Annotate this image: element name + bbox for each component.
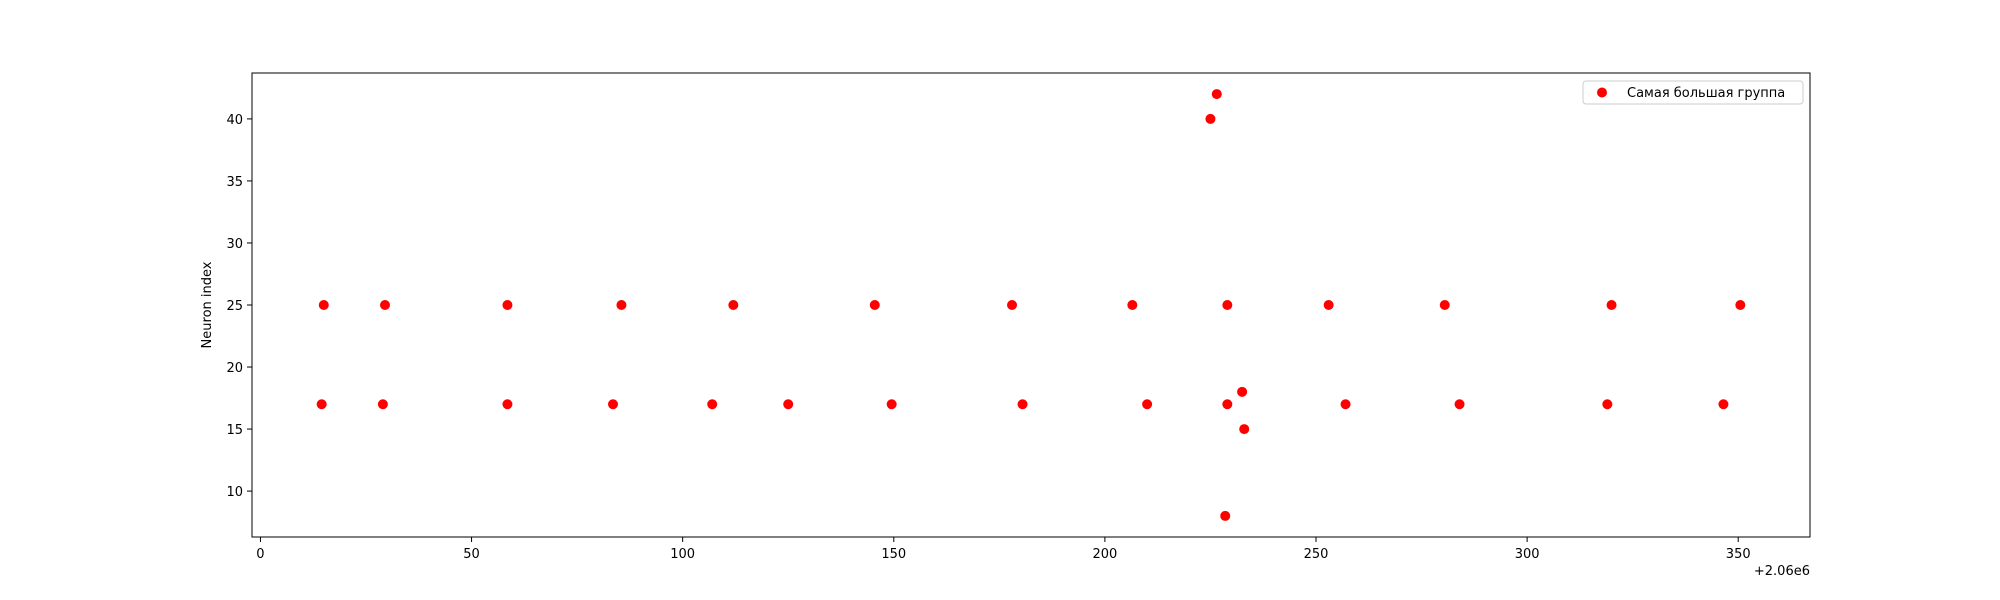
data-point	[608, 399, 618, 410]
data-point	[316, 399, 327, 410]
data-point	[1735, 300, 1746, 310]
y-tick-label: 15	[226, 423, 243, 438]
data-point	[1127, 300, 1138, 310]
data-point	[869, 300, 880, 310]
plot-area-frame	[251, 72, 1811, 538]
data-point	[380, 300, 390, 310]
x-axis-offset-label: +2.06e6	[1754, 564, 1810, 579]
y-tick-label: 35	[226, 175, 243, 190]
data-point	[502, 399, 513, 410]
data-point	[1205, 113, 1216, 124]
data-point	[1222, 399, 1233, 410]
data-point	[1237, 386, 1248, 397]
data-point	[1602, 399, 1613, 410]
data-point	[377, 399, 388, 410]
x-tick-label: 100	[670, 547, 695, 562]
data-point	[1239, 424, 1250, 435]
x-tick-label: 0	[256, 547, 264, 562]
data-point	[783, 399, 794, 410]
y-axis: 10 15 20 25 30 35 40	[226, 113, 252, 500]
x-axis: 0 50 100 150 200 250 300 350	[256, 537, 1751, 562]
data-point	[1439, 300, 1450, 310]
x-tick-label: 300	[1515, 547, 1540, 562]
data-point	[1007, 300, 1017, 310]
data-point	[1142, 399, 1153, 410]
x-tick-label: 250	[1304, 547, 1329, 562]
data-point	[728, 300, 739, 310]
legend-label: Самая большая группа	[1627, 86, 1785, 101]
y-tick-label: 10	[226, 485, 243, 500]
x-tick-label: 350	[1726, 547, 1751, 562]
data-point	[707, 399, 718, 410]
x-tick-label: 50	[463, 547, 480, 562]
data-point	[1718, 399, 1729, 410]
data-point	[1017, 399, 1028, 410]
y-tick-label: 20	[226, 361, 243, 376]
legend: Самая большая группа	[1582, 80, 1804, 105]
x-tick-label: 150	[881, 547, 906, 562]
legend-marker	[1597, 87, 1607, 98]
data-point	[502, 300, 513, 310]
data-point	[1323, 300, 1334, 310]
y-tick-label: 30	[226, 237, 243, 252]
data-point	[1606, 300, 1617, 310]
y-axis-label: Neuron index	[200, 261, 215, 348]
data-point	[1340, 399, 1351, 410]
data-point	[1220, 510, 1231, 521]
legend-box	[1582, 80, 1804, 105]
y-tick-label: 25	[226, 299, 243, 314]
data-point	[1211, 89, 1222, 100]
data-point	[616, 300, 627, 310]
data-point	[1222, 300, 1233, 310]
data-point	[1454, 399, 1465, 410]
x-tick-label: 200	[1092, 547, 1117, 562]
y-tick-label: 40	[226, 113, 243, 128]
data-point	[318, 300, 329, 310]
data-point	[886, 399, 897, 410]
